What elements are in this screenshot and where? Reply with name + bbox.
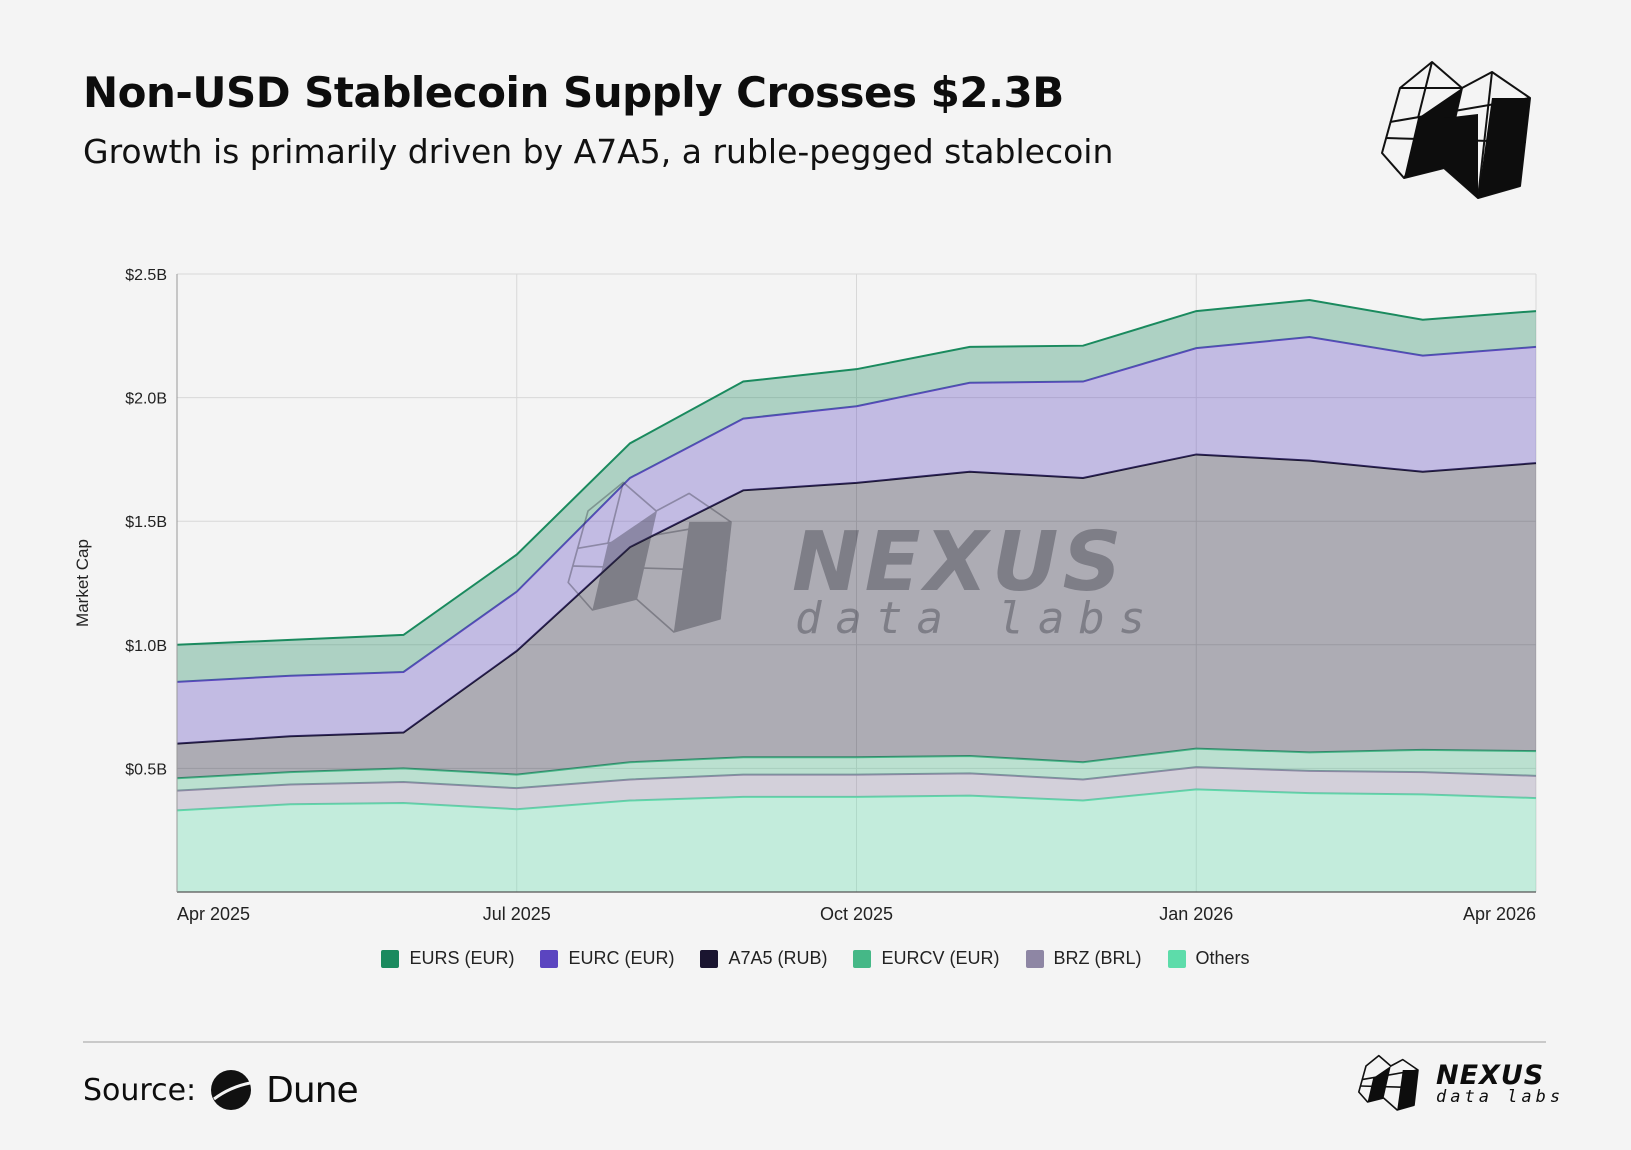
area-a7a5-rub	[177, 454, 1536, 779]
footer-nexus-icon	[1358, 1054, 1419, 1111]
line-eurs-eur	[176, 298, 1537, 646]
legend-label: Others	[1195, 948, 1250, 968]
y-tick-label: $1.5B	[125, 514, 167, 531]
legend-swatch	[381, 949, 400, 968]
watermark-name: NEXUS	[792, 515, 1126, 610]
chart-legend: EURS (EUR) EURC (EUR) A7A5 (RUB) EURCV (EUR…	[0, 948, 1631, 969]
footer-logo: NEXUS data labs	[1358, 1054, 1564, 1114]
legend-swatch	[1025, 949, 1044, 968]
line-eurc-eur	[176, 336, 1537, 683]
legend-item: Others	[1167, 948, 1250, 969]
chart-subtitle: Growth is primarily driven by A7A5, a ru…	[83, 132, 1114, 171]
footer-logo-name: NEXUS	[1436, 1060, 1545, 1091]
legend-label: BRZ (BRL)	[1053, 948, 1142, 968]
nexus-logo-icon	[1381, 61, 1531, 199]
area-eurc-eur	[177, 337, 1536, 744]
y-tick-label: $0.5B	[125, 761, 167, 778]
footer-logo-tagline: data labs	[1436, 1087, 1565, 1107]
line-others	[176, 788, 1537, 812]
x-tick-label: Apr 2025	[177, 904, 250, 924]
legend-swatch	[540, 949, 559, 968]
legend-label: A7A5 (RUB)	[728, 948, 828, 968]
footer-divider	[83, 1041, 1546, 1043]
y-axis-label: Market Cap	[73, 539, 92, 627]
line-a7a5-rub	[176, 453, 1537, 745]
legend-item: EURS (EUR)	[381, 948, 514, 969]
legend-label: EURS (EUR)	[409, 948, 515, 968]
y-tick-label: $1.0B	[125, 638, 167, 655]
dune-logo-icon	[211, 1070, 252, 1110]
chart-title: Non-USD Stablecoin Supply Crosses $2.3B	[83, 68, 1064, 117]
line-brz-brl	[176, 766, 1537, 792]
x-tick-label: Apr 2026	[1463, 904, 1536, 924]
watermark-tagline: data labs	[795, 593, 1159, 644]
y-tick-label: $2.0B	[125, 391, 167, 408]
legend-swatch	[700, 949, 719, 968]
stacked-area-chart: $0.5B $1.0B $1.5B $2.0B $2.5B Apr 2025 Jul 202…	[73, 267, 1537, 924]
area-others	[177, 789, 1536, 892]
source-brand: Dune	[266, 1069, 359, 1111]
legend-label: EURC (EUR)	[568, 948, 675, 968]
area-eurs-eur	[177, 299, 1536, 682]
watermark-logo-icon	[567, 481, 732, 633]
area-eurcv-eur	[177, 748, 1536, 791]
x-tick-label: Jan 2026	[1159, 904, 1233, 924]
legend-item: EURCV (EUR)	[853, 948, 1000, 969]
legend-item: A7A5 (RUB)	[700, 948, 827, 969]
legend-swatch	[853, 949, 872, 968]
legend-item: EURC (EUR)	[540, 948, 674, 969]
y-tick-label: $2.5B	[125, 267, 167, 284]
source-attribution: Source: Dune	[83, 1068, 359, 1112]
legend-item: BRZ (BRL)	[1025, 948, 1142, 969]
legend-label: EURCV (EUR)	[881, 948, 1000, 968]
x-tick-label: Oct 2025	[820, 904, 893, 924]
line-eurcv-eur	[176, 747, 1537, 780]
source-label: Source:	[83, 1072, 197, 1108]
area-brz-brl	[177, 767, 1536, 811]
x-tick-label: Jul 2025	[483, 904, 551, 924]
legend-swatch	[1167, 949, 1186, 968]
